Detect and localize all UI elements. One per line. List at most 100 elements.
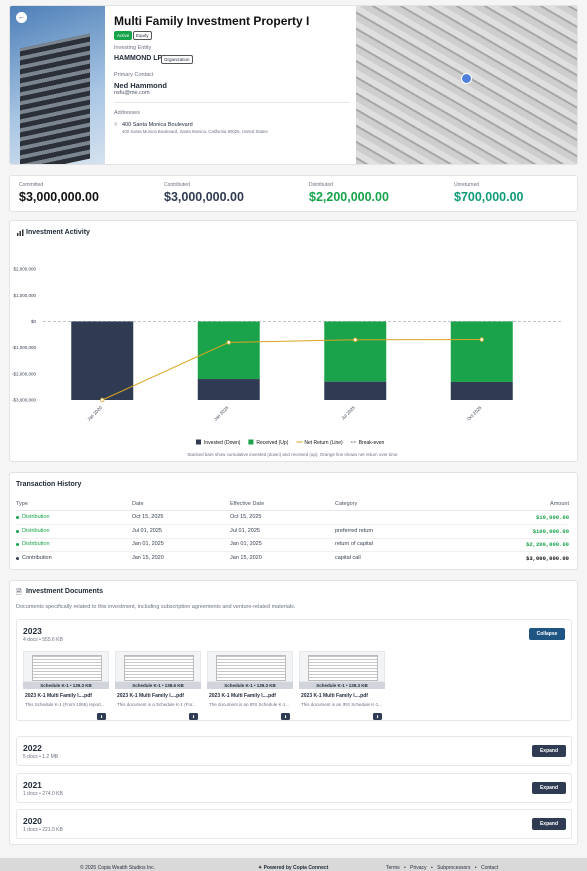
thumbnail [207, 651, 293, 682]
stat-value: $3,000,000.00 [19, 190, 99, 204]
section-title: Transaction History [16, 481, 82, 488]
document-card[interactable]: Schedule K-1 • 139.3 KB 2023 K-1 Multi Fa… [23, 651, 109, 723]
back-button[interactable]: ← [16, 12, 27, 23]
cell-category: capital call [335, 554, 361, 561]
cell-amount: $10,000.00 [535, 514, 569, 521]
toggle-button[interactable]: Expand [532, 782, 566, 794]
stats-card: Committed $3,000,000.00 Contributed $3,0… [9, 175, 578, 212]
legend-swatch [196, 439, 201, 445]
column-header: Amount [550, 501, 569, 507]
document-card[interactable]: Schedule K-1 • 139.3 KB 2023 K-1 Multi Fa… [207, 651, 293, 723]
label: Investing Entity [114, 45, 152, 51]
copyright: © 2025 Copia Wealth Studios Inc. [80, 865, 156, 871]
footer-link[interactable]: Subprocessors [437, 865, 471, 871]
doc-desc: This document is a Schedule K-1 (For... [117, 702, 197, 707]
net-return-line [102, 339, 482, 401]
doc-tag: Schedule K-1 • 138.6 KB [115, 682, 201, 689]
thumbnail [115, 651, 201, 682]
toggle-button[interactable]: Expand [532, 745, 566, 757]
form-preview [308, 655, 378, 681]
year: 2023 [23, 626, 42, 636]
line-point [479, 337, 484, 342]
line-point [100, 397, 105, 403]
footer-link[interactable]: Privacy [410, 865, 427, 871]
stat-label: Unreturned [454, 182, 480, 188]
x-tick-label: Oct 2025 [466, 405, 483, 422]
stat-value: $2,200,000.00 [309, 190, 389, 204]
building [20, 33, 90, 164]
title: Multi Family Investment Property I [114, 14, 310, 28]
toggle-button[interactable]: Expand [532, 818, 566, 830]
documents-card: 🗎 Investment Documents Documents specifi… [9, 580, 578, 845]
y-tick-label: -$1,000,000 [12, 345, 37, 350]
stat-value: $3,000,000.00 [164, 190, 244, 204]
column-header: Type [16, 501, 28, 507]
contact: Ned Hammond [114, 81, 167, 90]
map[interactable] [356, 6, 577, 164]
doc-tag: Schedule K-1 • 139.3 KB [207, 682, 293, 689]
cell-date: Jan 01, 2025 [132, 541, 164, 547]
x-tick-label: Jan 2020 [86, 405, 103, 422]
doc-name: 2023 K-1 Multi Family I....pdf [301, 693, 368, 699]
year-group: 2023 4 docs • 555.6 KB Collapse Schedule K-… [16, 619, 572, 721]
row-divider [16, 510, 569, 511]
property-card: ← Multi Family Investment Property I Act… [9, 5, 578, 165]
download-button[interactable]: ⬇ [281, 713, 290, 720]
download-button[interactable]: ⬇ [189, 713, 198, 720]
document-card[interactable]: Schedule K-1 • 138.6 KB 2023 K-1 Multi Fa… [115, 651, 201, 723]
footer-link[interactable]: Terms [386, 865, 400, 871]
year-meta: 1 docs • 274.0 KB [23, 791, 63, 797]
entity: HAMMOND LP [114, 55, 163, 62]
email: nsfu@me.com [114, 90, 150, 96]
cell-type: Distribution [22, 541, 50, 547]
doc-desc: This document is an IRS Schedule K-1... [301, 702, 383, 707]
legend-label: Received (Up) [256, 440, 288, 446]
line-point [353, 337, 358, 342]
doc-name: 2023 K-1 Multi Family I....pdf [25, 693, 92, 699]
year-meta: 1 docs • 221.5 KB [23, 827, 63, 833]
download-button[interactable]: ⬇ [373, 713, 382, 720]
cell-type: Distribution [22, 514, 50, 520]
cell-amount: $2,200,000.00 [526, 541, 569, 548]
legend-label: Break-even [359, 440, 385, 446]
stat-label: Contributed [164, 182, 190, 188]
year-group: 2020 1 docs • 221.5 KB Expand [16, 809, 572, 839]
row-divider [16, 551, 569, 552]
year: 2021 [23, 780, 42, 790]
doc-desc: The document is an IRS Schedule K-1... [209, 702, 290, 707]
separator: • [473, 865, 478, 871]
divider [114, 102, 350, 103]
type-dot [16, 516, 19, 519]
year-group: 2021 1 docs • 274.0 KB Expand [16, 773, 572, 803]
description: Documents specifically related to this i… [16, 604, 296, 610]
label: Primary Contact [114, 72, 154, 78]
toggle-button[interactable]: Collapse [529, 628, 565, 640]
cell-amount: $100,000.00 [532, 527, 569, 535]
bar [450, 381, 513, 400]
legend-label: Invested (Down) [204, 440, 241, 446]
thumbnail [23, 651, 109, 682]
doc-name: 2023 K-1 Multi Family I....pdf [117, 693, 184, 699]
label: Addresses [114, 110, 140, 116]
doc-icon: 🗎 [16, 589, 22, 596]
bar [197, 379, 260, 400]
cell-effective: Jul 01, 2025 [230, 527, 260, 534]
download-button[interactable]: ⬇ [97, 713, 106, 720]
entity-badge: Organization [161, 55, 193, 64]
cell-effective: Jan 01, 2025 [230, 541, 262, 547]
cell-date: Jan 15, 2020 [132, 554, 164, 561]
column-header: Category [335, 501, 358, 507]
form-preview [124, 655, 194, 681]
section-title: Investment Documents [26, 588, 104, 595]
line-point [226, 340, 231, 345]
document-card[interactable]: Schedule K-1 • 139.3 KB 2023 K-1 Multi Fa… [299, 651, 385, 723]
cell-effective: Oct 15, 2025 [230, 514, 262, 520]
year: 2022 [23, 743, 42, 753]
address-full: 400 Santa Monica Boulevard, Santa Monica… [122, 129, 268, 134]
y-tick-label: $1,000,000 [13, 293, 36, 298]
legend-swatch [248, 439, 254, 445]
footer-link[interactable]: Contact [480, 865, 499, 871]
form-preview [216, 655, 286, 681]
doc-desc: This Schedule K-1 (Form 1065) report... [25, 702, 105, 707]
powered-text: Powered by Copia Connect [263, 865, 329, 871]
